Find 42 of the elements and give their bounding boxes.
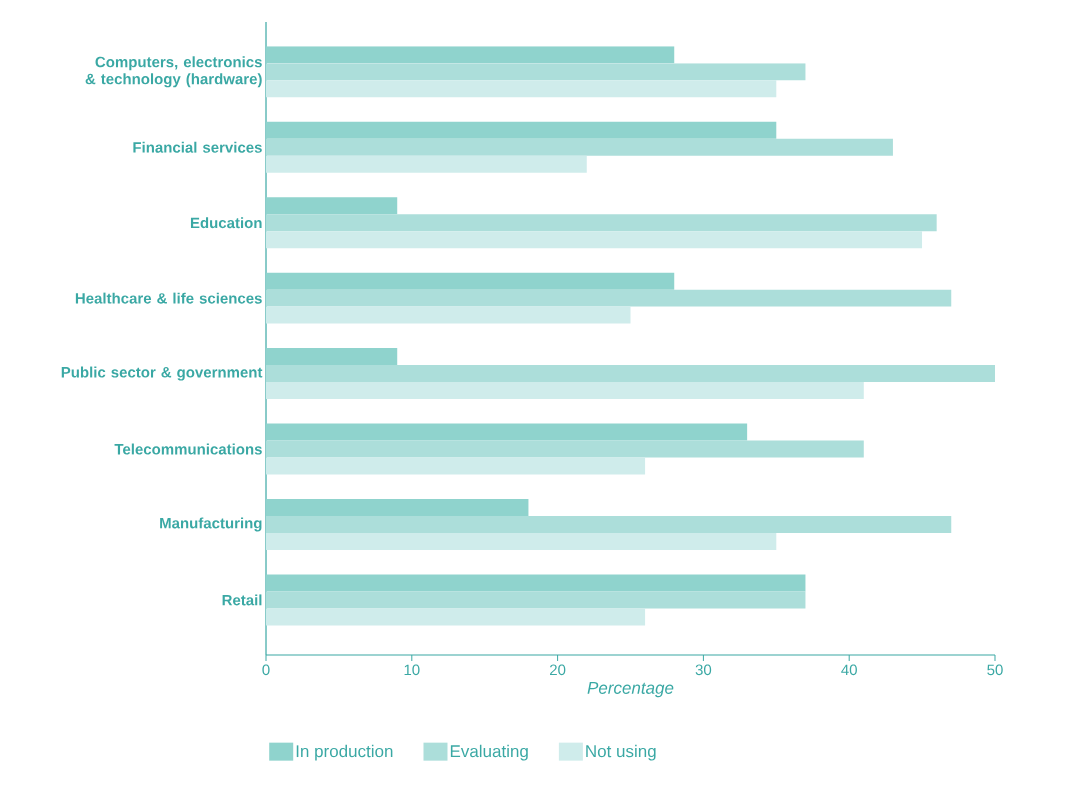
bar [266,138,893,156]
legend-label: Not using [586,744,656,761]
y-tick-label: Telecommunications [114,443,262,455]
bar [266,532,777,550]
bar [266,457,646,475]
bar [266,306,631,324]
bar [266,155,587,173]
bar [266,272,675,290]
bar [266,574,806,592]
bar [266,214,937,232]
x-tick-label: 10 [404,664,420,676]
bar [266,80,777,98]
bar [266,608,646,626]
bar [266,46,675,64]
y-tick-label: Education [190,217,262,229]
bar [266,423,748,441]
bar [266,197,398,215]
y-tick-label: Financial services [133,141,262,153]
bar [266,382,864,400]
bar [266,365,995,383]
bar [266,591,806,609]
bar [266,121,777,139]
x-tick-label: 50 [987,664,1003,676]
legend-label: In production [296,744,393,761]
bar [266,289,952,307]
legend-label: Evaluating [450,744,528,761]
bar [266,231,923,249]
y-tick-label: Computers, electronics & technology (hardware) [85,56,262,88]
bar [266,499,529,516]
x-tick-label: 20 [550,664,566,676]
y-tick-label: Public sector & government [61,366,263,381]
y-tick-label: Retail [222,594,262,606]
x-tick-label: 0 [262,664,270,676]
y-tick-label: Manufacturing [160,517,262,532]
x-tick-label: 30 [695,664,712,676]
x-tick-label: 40 [841,664,857,676]
bar [266,348,398,366]
y-tick-label: Healthcare & life sciences [75,292,262,304]
x-axis-title: Percentage [587,682,674,698]
bar [266,440,864,458]
bar [266,63,806,81]
bar [266,515,952,533]
